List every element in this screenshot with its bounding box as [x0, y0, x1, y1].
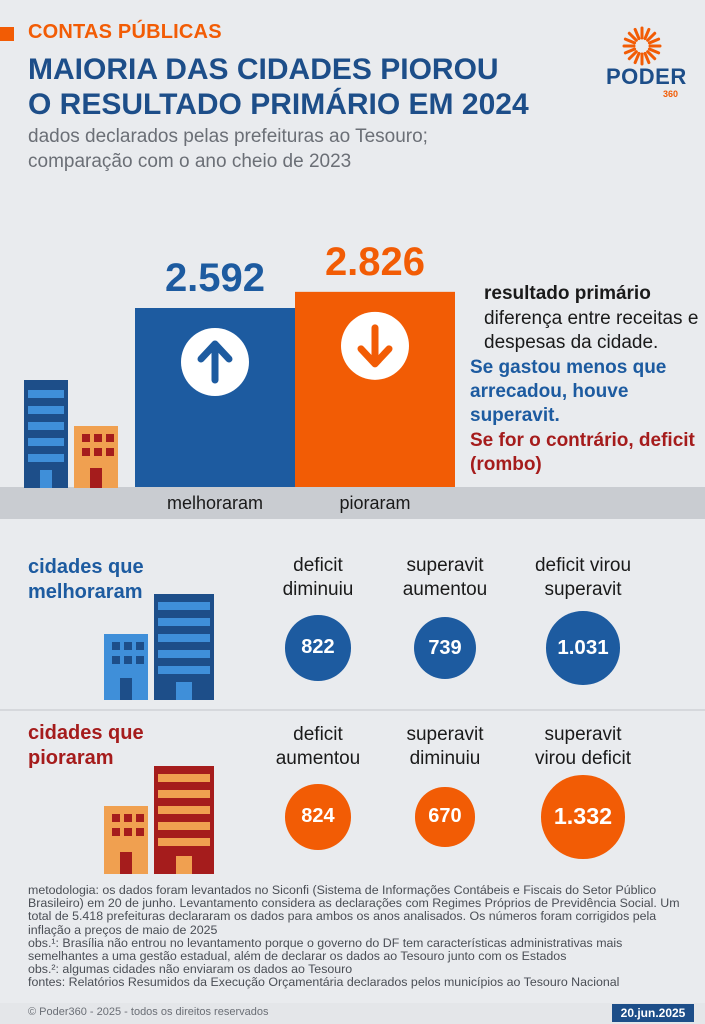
label-line: superavit [544, 579, 622, 600]
arrow-up-icon-arrow [197, 340, 233, 384]
legend-description: diferença entre receitas e despesas da c… [484, 308, 699, 353]
sun-ray [623, 47, 637, 55]
section-title-improved: cidades que melhoraram [28, 555, 144, 605]
subtitle-line-2: comparação com o ano cheio de 2023 [28, 151, 352, 172]
label-superavit-diminuiu: superavit diminuiu [370, 723, 520, 771]
section-title-line-2: pioraram [28, 747, 114, 769]
circle-deficit-aumentou: 824 [285, 784, 351, 850]
circle-superavit-aumentou: 739 [414, 617, 476, 679]
sun-ray [646, 31, 657, 42]
label-line: deficit [293, 724, 343, 745]
subtitle-line-1: dados declarados pelas prefeituras ao Te… [28, 126, 428, 147]
title-line-2: O RESULTADO PRIMÁRIO EM 2024 [28, 88, 529, 121]
label-superavit-virou-deficit: superavit virou deficit [508, 723, 658, 771]
label-line: aumentou [275, 748, 361, 769]
section-divider [0, 709, 705, 711]
sun-ray [627, 50, 638, 61]
label-line: deficit [293, 555, 343, 576]
title-line-1: MAIORIA DAS CIDADES PIOROU [28, 53, 499, 86]
legend-heading: resultado primário [484, 283, 651, 304]
kicker: CONTAS PÚBLICAS [28, 21, 222, 43]
sun-ray [643, 27, 651, 41]
label-superavit-aumentou: superavit aumentou [370, 554, 520, 602]
legend-superavit-text: Se gastou menos que arrecadou, houve sup… [470, 357, 667, 426]
section-title-line-2: melhoraram [28, 581, 143, 603]
label-line: diminuiu [282, 579, 354, 600]
copyright: © Poder360 - 2025 - todos os direitos re… [28, 1006, 269, 1018]
note-methodology: metodologia: os dados foram levantados n… [28, 883, 680, 937]
label-line: diminuiu [409, 748, 481, 769]
page-title: MAIORIA DAS CIDADES PIOROU O RESULTADO P… [28, 52, 588, 122]
bar-value-melhoraram: 2.592 [164, 256, 266, 300]
arrow-down-icon-arrow [357, 324, 393, 368]
label-line: virou deficit [534, 748, 632, 769]
blue-buildings-icon [104, 594, 214, 700]
label-deficit-virou-superavit: deficit virou superavit [508, 554, 658, 602]
circle-superavit-virou-deficit: 1.332 [541, 775, 625, 859]
publication-date: 20.jun.2025 [612, 1004, 694, 1022]
sun-ray [627, 31, 638, 42]
buildings-illustration-icon [24, 380, 118, 488]
circle-superavit-diminuiu: 670 [415, 787, 475, 847]
label-line: superavit [544, 724, 622, 745]
label-deficit-diminuiu: deficit diminuiu [243, 554, 393, 602]
circle-deficit-virou-superavit: 1.031 [546, 611, 620, 685]
methodology-notes: metodologia: os dados foram levantados n… [28, 883, 688, 990]
category-label-melhoraram: melhoraram [166, 493, 264, 513]
sun-ray [633, 51, 641, 65]
label-line: deficit virou [534, 555, 632, 576]
footer-bar [0, 1003, 705, 1024]
note-obs1: obs.¹: Brasília não entrou no levantamen… [28, 935, 623, 964]
sun-ray [623, 37, 637, 45]
circle-deficit-diminuiu: 822 [285, 615, 351, 681]
section-title-line-1: cidades que [28, 722, 144, 744]
note-sources: fontes: Relatórios Resumidos da Execução… [28, 975, 620, 990]
subtitle: dados declarados pelas prefeituras ao Te… [28, 124, 428, 174]
sun-ray [643, 51, 651, 65]
note-obs2: obs.²: algumas cidades não enviaram os d… [28, 962, 353, 977]
logo-subtext: 360 [663, 89, 679, 99]
section-title-worsened: cidades que pioraram [28, 721, 144, 771]
bar-value-pioraram: 2.826 [324, 239, 426, 284]
label-line: superavit [406, 724, 484, 745]
poder360-sun-logo-icon [622, 26, 662, 66]
section-title-line-1: cidades que [28, 556, 144, 578]
sun-ray [646, 50, 657, 61]
kicker-accent [0, 27, 14, 41]
label-line: superavit [406, 555, 484, 576]
chart-axis-band [0, 487, 705, 519]
sun-ray [633, 27, 641, 41]
legend-deficit-text: Se for o contrário, deficit (rombo) [470, 430, 695, 475]
category-label-pioraram: pioraram [339, 493, 411, 513]
orange-buildings-icon [104, 766, 214, 874]
label-line: aumentou [402, 579, 488, 600]
logo-wordmark: PODER [606, 64, 687, 89]
sun-ray [647, 47, 661, 55]
sun-ray [647, 37, 661, 45]
label-deficit-aumentou: deficit aumentou [243, 723, 393, 771]
